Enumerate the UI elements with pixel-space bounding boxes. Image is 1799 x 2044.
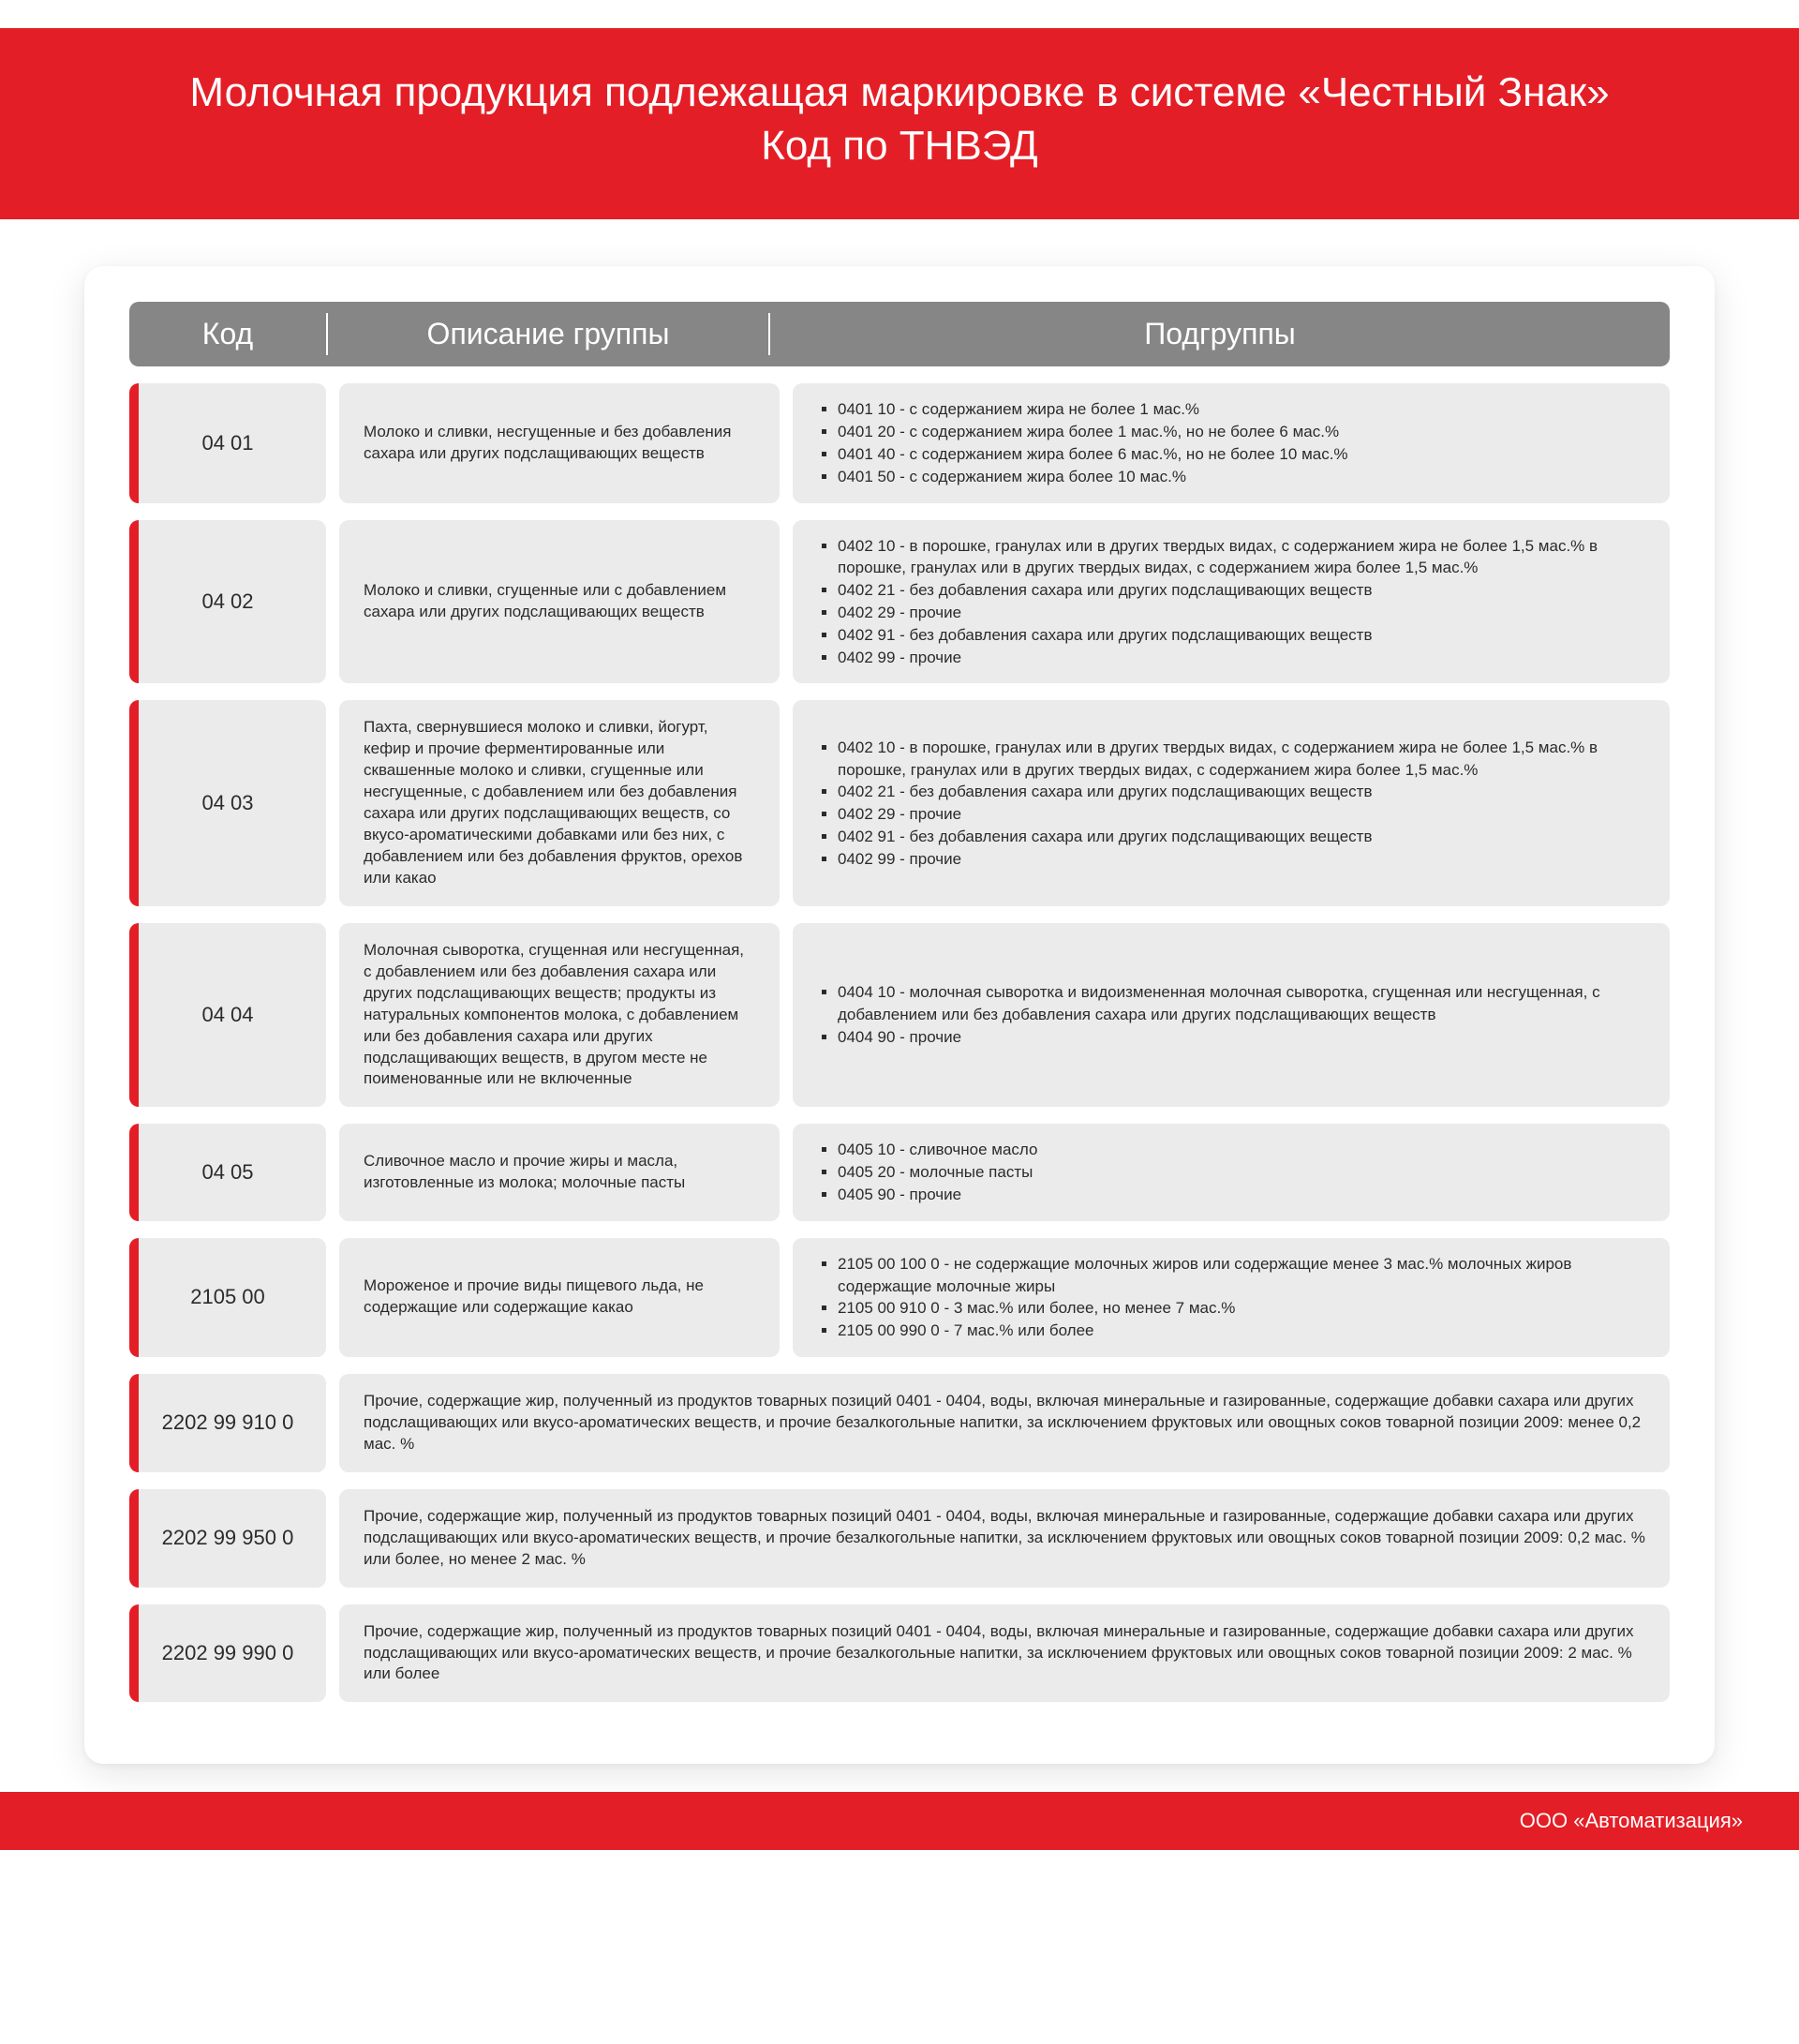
page-title: Молочная продукция подлежащая маркировке…: [56, 66, 1743, 172]
subgroups-list: 0401 10 - с содержанием жира не более 1 …: [838, 398, 1348, 487]
subgroup-item: 2105 00 990 0 - 7 мас.% или более: [838, 1320, 1643, 1342]
title-line-2: Код по ТНВЭД: [761, 123, 1038, 169]
subgroup-item: 0402 99 - прочие: [838, 848, 1643, 871]
table-row: 04 01Молоко и сливки, несгущенные и без …: [129, 383, 1670, 502]
description-cell: Прочие, содержащие жир, полученный из пр…: [339, 1374, 1670, 1472]
code-cell: 2202 99 910 0: [129, 1374, 326, 1472]
subgroup-item: 0402 10 - в порошке, гранулах или в друг…: [838, 535, 1643, 580]
subgroup-item: 0402 91 - без добавления сахара или друг…: [838, 624, 1643, 647]
description-cell: Мороженое и прочие виды пищевого льда, н…: [339, 1238, 780, 1357]
page-footer: ООО «Автоматизация»: [0, 1792, 1799, 1850]
footer-text: ООО «Автоматизация»: [1520, 1809, 1743, 1832]
code-cell: 04 05: [129, 1124, 326, 1220]
code-cell: 04 01: [129, 383, 326, 502]
subgroup-item: 0404 10 - молочная сыворотка и видоизмен…: [838, 981, 1643, 1026]
subgroup-item: 0401 10 - с содержанием жира не более 1 …: [838, 398, 1348, 421]
subgroup-item: 0402 29 - прочие: [838, 602, 1643, 624]
subgroup-item: 0405 20 - молочные пасты: [838, 1161, 1037, 1184]
subgroups-cell: 0402 10 - в порошке, гранулах или в друг…: [793, 700, 1670, 906]
column-header-description: Описание группы: [328, 302, 768, 366]
description-cell: Сливочное масло и прочие жиры и масла, и…: [339, 1124, 780, 1220]
table-row: 2202 99 990 0Прочие, содержащие жир, пол…: [129, 1604, 1670, 1703]
title-line-1: Молочная продукция подлежащая маркировке…: [189, 69, 1609, 115]
description-cell: Молочная сыворотка, сгущенная или несгущ…: [339, 923, 780, 1108]
table-row: 2202 99 910 0Прочие, содержащие жир, пол…: [129, 1374, 1670, 1472]
table-row: 04 04Молочная сыворотка, сгущенная или н…: [129, 923, 1670, 1108]
subgroups-cell: 0401 10 - с содержанием жира не более 1 …: [793, 383, 1670, 502]
code-cell: 04 04: [129, 923, 326, 1108]
subgroups-list: 0402 10 - в порошке, гранулах или в друг…: [838, 737, 1643, 871]
code-cell: 04 03: [129, 700, 326, 906]
table-row: 2202 99 950 0Прочие, содержащие жир, пол…: [129, 1489, 1670, 1588]
description-cell: Прочие, содержащие жир, полученный из пр…: [339, 1489, 1670, 1588]
table-card: Код Описание группы Подгруппы 04 01Молок…: [84, 266, 1715, 1764]
subgroups-cell: 0404 10 - молочная сыворотка и видоизмен…: [793, 923, 1670, 1108]
table-row: 04 03Пахта, свернувшиеся молоко и сливки…: [129, 700, 1670, 906]
code-cell: 2202 99 950 0: [129, 1489, 326, 1588]
subgroups-list: 2105 00 100 0 - не содержащие молочных ж…: [838, 1253, 1643, 1342]
table-body: 04 01Молоко и сливки, несгущенные и без …: [129, 383, 1670, 1702]
subgroup-item: 0402 21 - без добавления сахара или друг…: [838, 781, 1643, 803]
code-cell: 2105 00: [129, 1238, 326, 1357]
subgroup-item: 0402 10 - в порошке, гранулах или в друг…: [838, 737, 1643, 782]
subgroup-item: 0405 10 - сливочное масло: [838, 1139, 1037, 1161]
description-cell: Прочие, содержащие жир, полученный из пр…: [339, 1604, 1670, 1703]
subgroups-list: 0405 10 - сливочное масло0405 20 - молоч…: [838, 1139, 1037, 1205]
code-cell: 2202 99 990 0: [129, 1604, 326, 1703]
subgroup-item: 0402 21 - без добавления сахара или друг…: [838, 579, 1643, 602]
description-cell: Пахта, свернувшиеся молоко и сливки, йог…: [339, 700, 780, 906]
column-headers: Код Описание группы Подгруппы: [129, 302, 1670, 366]
subgroup-item: 0405 90 - прочие: [838, 1184, 1037, 1206]
table-row: 2105 00Мороженое и прочие виды пищевого …: [129, 1238, 1670, 1357]
content: Код Описание группы Подгруппы 04 01Молок…: [0, 219, 1799, 1792]
subgroup-item: 2105 00 100 0 - не содержащие молочных ж…: [838, 1253, 1643, 1298]
description-cell: Молоко и сливки, несгущенные и без добав…: [339, 383, 780, 502]
subgroup-item: 0402 29 - прочие: [838, 803, 1643, 826]
subgroup-item: 0401 40 - с содержанием жира более 6 мас…: [838, 443, 1348, 466]
subgroups-cell: 2105 00 100 0 - не содержащие молочных ж…: [793, 1238, 1670, 1357]
code-cell: 04 02: [129, 520, 326, 684]
page-header: Молочная продукция подлежащая маркировке…: [0, 28, 1799, 219]
subgroups-list: 0404 10 - молочная сыворотка и видоизмен…: [838, 981, 1643, 1048]
table-row: 04 05Сливочное масло и прочие жиры и мас…: [129, 1124, 1670, 1220]
subgroup-item: 0404 90 - прочие: [838, 1026, 1643, 1049]
subgroup-item: 0401 20 - с содержанием жира более 1 мас…: [838, 421, 1348, 443]
subgroups-cell: 0405 10 - сливочное масло0405 20 - молоч…: [793, 1124, 1670, 1220]
subgroups-cell: 0402 10 - в порошке, гранулах или в друг…: [793, 520, 1670, 684]
subgroup-item: 2105 00 910 0 - 3 мас.% или более, но ме…: [838, 1297, 1643, 1320]
description-cell: Молоко и сливки, сгущенные или с добавле…: [339, 520, 780, 684]
subgroup-item: 0401 50 - с содержанием жира более 10 ма…: [838, 466, 1348, 488]
subgroup-item: 0402 99 - прочие: [838, 647, 1643, 669]
column-header-subgroups: Подгруппы: [770, 302, 1670, 366]
table-row: 04 02Молоко и сливки, сгущенные или с до…: [129, 520, 1670, 684]
column-header-code: Код: [129, 302, 326, 366]
subgroups-list: 0402 10 - в порошке, гранулах или в друг…: [838, 535, 1643, 669]
subgroup-item: 0402 91 - без добавления сахара или друг…: [838, 826, 1643, 848]
